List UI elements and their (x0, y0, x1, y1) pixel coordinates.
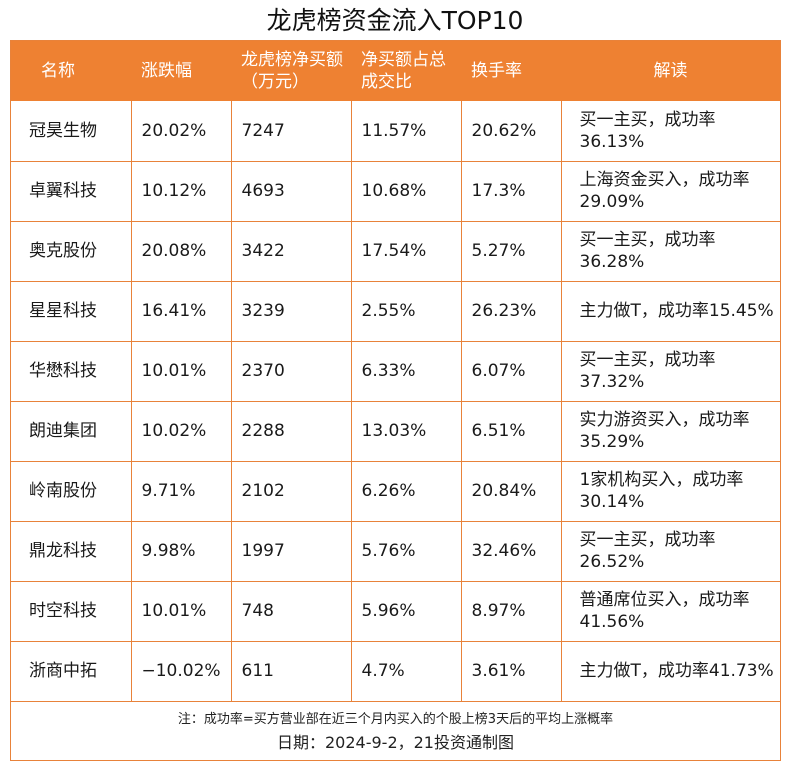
footnote: 注：成功率=买方营业部在近三个月内买入的个股上榜3天后的平均上涨概率 (177, 712, 614, 727)
change-pct: −10.02% (131, 641, 232, 702)
net-buy-ratio: 10.68% (351, 161, 462, 222)
net-buy: 4693 (231, 161, 352, 222)
stock-name: 鼎龙科技 (11, 521, 132, 582)
interpretation: 主力做T，成功率15.45% (561, 281, 780, 342)
net-buy-ratio: 6.26% (351, 461, 462, 522)
turnover-rate: 17.3% (461, 161, 562, 222)
net-buy: 611 (231, 641, 352, 702)
net-buy-ratio: 11.57% (351, 101, 462, 162)
change-pct: 10.01% (131, 341, 232, 402)
change-pct: 9.98% (131, 521, 232, 582)
net-buy: 2370 (231, 341, 352, 402)
header-change: 涨跌幅 (131, 41, 231, 101)
date-credit-line: 日期：2024-9-2，21投资通制图 (277, 733, 514, 752)
table-row: 时空科技 10.01% 748 5.96% 8.97% 普通席位买入，成功率41… (11, 581, 780, 642)
stock-name: 时空科技 (11, 581, 132, 642)
change-pct: 16.41% (131, 281, 232, 342)
header-ratio: 净买额占总成交比 (351, 41, 461, 101)
net-buy-ratio: 5.76% (351, 521, 462, 582)
turnover-rate: 20.62% (461, 101, 562, 162)
net-buy-ratio: 6.33% (351, 341, 462, 402)
header-name: 名称 (11, 41, 131, 101)
header-net-buy: 龙虎榜净买额（万元） (231, 41, 351, 101)
net-buy: 3239 (231, 281, 352, 342)
interpretation: 买一主买，成功率26.52% (561, 521, 780, 582)
interpretation: 实力游资买入，成功率35.29% (561, 401, 780, 462)
data-table-panel: 名称 涨跌幅 龙虎榜净买额（万元） 净买额占总成交比 换手率 解读 冠昊生物 2… (10, 40, 781, 761)
net-buy-ratio: 2.55% (351, 281, 462, 342)
change-pct: 10.12% (131, 161, 232, 222)
table-row: 奥克股份 20.08% 3422 17.54% 5.27% 买一主买，成功率36… (11, 221, 780, 282)
change-pct: 20.08% (131, 221, 232, 282)
change-pct: 10.01% (131, 581, 232, 642)
stock-name: 浙商中拓 (11, 641, 132, 702)
net-buy: 7247 (231, 101, 352, 162)
net-buy: 2102 (231, 461, 352, 522)
stock-name: 岭南股份 (11, 461, 132, 522)
turnover-rate: 6.07% (461, 341, 562, 402)
table-row: 朗迪集团 10.02% 2288 13.03% 6.51% 实力游资买入，成功率… (11, 401, 780, 462)
net-buy-ratio: 4.7% (351, 641, 462, 702)
change-pct: 20.02% (131, 101, 232, 162)
turnover-rate: 32.46% (461, 521, 562, 582)
table-header-row: 名称 涨跌幅 龙虎榜净买额（万元） 净买额占总成交比 换手率 解读 (11, 41, 780, 101)
interpretation: 普通席位买入，成功率41.56% (561, 581, 780, 642)
stock-name: 冠昊生物 (11, 101, 132, 162)
stock-name: 朗迪集团 (11, 401, 132, 462)
page-title: 龙虎榜资金流入TOP10 (266, 6, 524, 35)
change-pct: 9.71% (131, 461, 232, 522)
header-note: 解读 (561, 41, 780, 101)
table-row: 鼎龙科技 9.98% 1997 5.76% 32.46% 买一主买，成功率26.… (11, 521, 780, 582)
stock-name: 奥克股份 (11, 221, 132, 282)
data-table: 名称 涨跌幅 龙虎榜净买额（万元） 净买额占总成交比 换手率 解读 冠昊生物 2… (11, 41, 780, 702)
turnover-rate: 26.23% (461, 281, 562, 342)
table-row: 华懋科技 10.01% 2370 6.33% 6.07% 买一主买，成功率37.… (11, 341, 780, 402)
net-buy: 748 (231, 581, 352, 642)
interpretation: 主力做T，成功率41.73% (561, 641, 780, 702)
table-row: 星星科技 16.41% 3239 2.55% 26.23% 主力做T，成功率15… (11, 281, 780, 342)
net-buy: 3422 (231, 221, 352, 282)
interpretation: 买一主买，成功率36.13% (561, 101, 780, 162)
net-buy-ratio: 17.54% (351, 221, 462, 282)
turnover-rate: 3.61% (461, 641, 562, 702)
net-buy: 1997 (231, 521, 352, 582)
turnover-rate: 5.27% (461, 221, 562, 282)
interpretation: 1家机构买入，成功率30.14% (561, 461, 780, 522)
interpretation: 买一主买，成功率36.28% (561, 221, 780, 282)
net-buy-ratio: 13.03% (351, 401, 462, 462)
interpretation: 买一主买，成功率37.32% (561, 341, 780, 402)
table-row: 浙商中拓 −10.02% 611 4.7% 3.61% 主力做T，成功率41.7… (11, 641, 780, 702)
stock-name: 星星科技 (11, 281, 132, 342)
interpretation: 上海资金买入，成功率29.09% (561, 161, 780, 222)
table-row: 卓翼科技 10.12% 4693 10.68% 17.3% 上海资金买入，成功率… (11, 161, 780, 222)
turnover-rate: 8.97% (461, 581, 562, 642)
stock-name: 卓翼科技 (11, 161, 132, 222)
stock-name: 华懋科技 (11, 341, 132, 402)
table-row: 岭南股份 9.71% 2102 6.26% 20.84% 1家机构买入，成功率3… (11, 461, 780, 522)
table-row: 冠昊生物 20.02% 7247 11.57% 20.62% 买一主买，成功率3… (11, 101, 780, 162)
change-pct: 10.02% (131, 401, 232, 462)
header-turnover: 换手率 (461, 41, 561, 101)
net-buy: 2288 (231, 401, 352, 462)
turnover-rate: 6.51% (461, 401, 562, 462)
turnover-rate: 20.84% (461, 461, 562, 522)
net-buy-ratio: 5.96% (351, 581, 462, 642)
